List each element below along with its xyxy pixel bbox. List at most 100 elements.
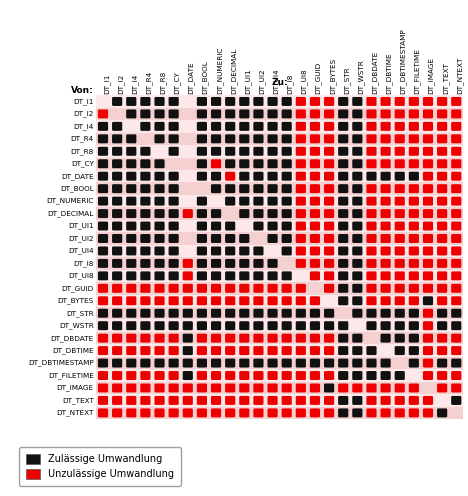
FancyBboxPatch shape xyxy=(98,396,108,405)
FancyBboxPatch shape xyxy=(395,222,405,231)
FancyBboxPatch shape xyxy=(338,222,348,231)
FancyBboxPatch shape xyxy=(112,271,122,280)
Text: DT_R4: DT_R4 xyxy=(71,135,94,142)
FancyBboxPatch shape xyxy=(296,247,306,255)
Bar xyxy=(96,295,463,307)
FancyBboxPatch shape xyxy=(310,309,320,318)
FancyBboxPatch shape xyxy=(168,371,179,380)
FancyBboxPatch shape xyxy=(310,159,320,168)
FancyBboxPatch shape xyxy=(395,321,405,330)
FancyBboxPatch shape xyxy=(98,371,108,380)
FancyBboxPatch shape xyxy=(253,396,263,405)
FancyBboxPatch shape xyxy=(253,284,263,293)
FancyBboxPatch shape xyxy=(395,396,405,405)
FancyBboxPatch shape xyxy=(437,408,447,417)
FancyBboxPatch shape xyxy=(268,147,278,156)
FancyBboxPatch shape xyxy=(197,147,207,156)
FancyBboxPatch shape xyxy=(268,271,278,280)
FancyBboxPatch shape xyxy=(324,234,334,243)
FancyBboxPatch shape xyxy=(112,259,122,268)
FancyBboxPatch shape xyxy=(253,134,263,143)
FancyBboxPatch shape xyxy=(98,383,108,392)
FancyBboxPatch shape xyxy=(366,346,377,355)
FancyBboxPatch shape xyxy=(380,159,391,168)
FancyBboxPatch shape xyxy=(140,383,151,392)
Text: DT_I8: DT_I8 xyxy=(73,260,94,267)
FancyBboxPatch shape xyxy=(352,296,362,305)
FancyBboxPatch shape xyxy=(126,172,136,181)
FancyBboxPatch shape xyxy=(253,247,263,255)
FancyBboxPatch shape xyxy=(126,222,136,231)
FancyBboxPatch shape xyxy=(338,408,348,417)
Text: DT_DBTIMESTAMP: DT_DBTIMESTAMP xyxy=(28,360,94,367)
FancyBboxPatch shape xyxy=(183,309,193,318)
FancyBboxPatch shape xyxy=(380,359,391,368)
FancyBboxPatch shape xyxy=(268,359,278,368)
FancyBboxPatch shape xyxy=(366,196,377,206)
FancyBboxPatch shape xyxy=(366,383,377,392)
FancyBboxPatch shape xyxy=(380,408,391,417)
FancyBboxPatch shape xyxy=(296,296,306,305)
FancyBboxPatch shape xyxy=(451,234,461,243)
Text: DT_GUID: DT_GUID xyxy=(62,285,94,292)
FancyBboxPatch shape xyxy=(140,346,151,355)
FancyBboxPatch shape xyxy=(239,259,249,268)
FancyBboxPatch shape xyxy=(211,346,221,355)
FancyBboxPatch shape xyxy=(324,346,334,355)
FancyBboxPatch shape xyxy=(324,396,334,405)
FancyBboxPatch shape xyxy=(338,334,348,343)
Legend: Zulässige Umwandlung, Unzulässige Umwandlung: Zulässige Umwandlung, Unzulässige Umwand… xyxy=(19,447,181,486)
FancyBboxPatch shape xyxy=(197,371,207,380)
FancyBboxPatch shape xyxy=(211,122,221,131)
FancyBboxPatch shape xyxy=(154,259,165,268)
Bar xyxy=(96,307,463,319)
FancyBboxPatch shape xyxy=(225,184,235,193)
FancyBboxPatch shape xyxy=(338,110,348,119)
Text: DT_UI1: DT_UI1 xyxy=(68,223,94,230)
FancyBboxPatch shape xyxy=(451,383,461,392)
FancyBboxPatch shape xyxy=(451,122,461,131)
FancyBboxPatch shape xyxy=(126,259,136,268)
FancyBboxPatch shape xyxy=(324,159,334,168)
FancyBboxPatch shape xyxy=(126,309,136,318)
FancyBboxPatch shape xyxy=(126,371,136,380)
FancyBboxPatch shape xyxy=(253,97,263,106)
FancyBboxPatch shape xyxy=(154,309,165,318)
FancyBboxPatch shape xyxy=(211,371,221,380)
FancyBboxPatch shape xyxy=(239,122,249,131)
FancyBboxPatch shape xyxy=(296,309,306,318)
FancyBboxPatch shape xyxy=(296,147,306,156)
FancyBboxPatch shape xyxy=(366,159,377,168)
FancyBboxPatch shape xyxy=(296,222,306,231)
FancyBboxPatch shape xyxy=(352,259,362,268)
FancyBboxPatch shape xyxy=(211,359,221,368)
FancyBboxPatch shape xyxy=(380,234,391,243)
FancyBboxPatch shape xyxy=(112,321,122,330)
FancyBboxPatch shape xyxy=(324,334,334,343)
FancyBboxPatch shape xyxy=(140,209,151,218)
Text: DT_I2: DT_I2 xyxy=(117,73,124,94)
FancyBboxPatch shape xyxy=(98,172,108,181)
FancyBboxPatch shape xyxy=(154,122,165,131)
FancyBboxPatch shape xyxy=(395,346,405,355)
FancyBboxPatch shape xyxy=(423,184,433,193)
FancyBboxPatch shape xyxy=(168,383,179,392)
FancyBboxPatch shape xyxy=(98,321,108,330)
FancyBboxPatch shape xyxy=(380,383,391,392)
Text: DT_UI1: DT_UI1 xyxy=(244,68,251,94)
FancyBboxPatch shape xyxy=(268,222,278,231)
FancyBboxPatch shape xyxy=(296,110,306,119)
FancyBboxPatch shape xyxy=(324,172,334,181)
FancyBboxPatch shape xyxy=(98,271,108,280)
FancyBboxPatch shape xyxy=(366,359,377,368)
FancyBboxPatch shape xyxy=(423,247,433,255)
FancyBboxPatch shape xyxy=(183,209,193,218)
FancyBboxPatch shape xyxy=(409,309,419,318)
FancyBboxPatch shape xyxy=(98,184,108,193)
Bar xyxy=(96,183,463,195)
FancyBboxPatch shape xyxy=(423,346,433,355)
FancyBboxPatch shape xyxy=(423,147,433,156)
Bar xyxy=(96,158,463,170)
FancyBboxPatch shape xyxy=(282,222,292,231)
FancyBboxPatch shape xyxy=(268,334,278,343)
